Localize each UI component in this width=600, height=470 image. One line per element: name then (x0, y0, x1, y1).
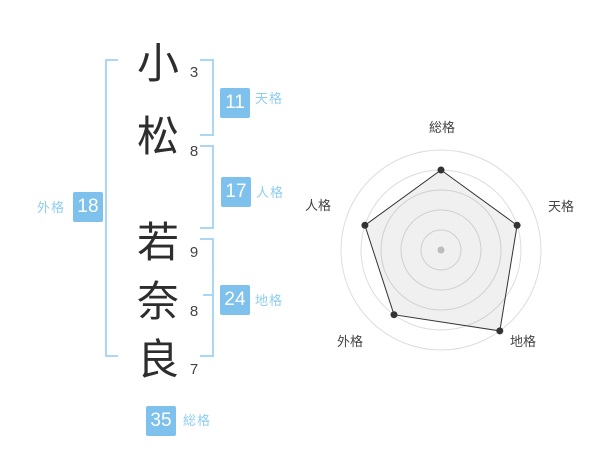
name-char-5: 良 (136, 336, 179, 383)
chikaku-value-badge: 24 (220, 285, 250, 315)
jinkaku-label: 人格 (256, 185, 285, 200)
name-char-2: 松 (136, 113, 179, 160)
radar-polygon (364, 169, 518, 332)
radar-axis-label-soukaku: 総格 (429, 120, 455, 135)
tenkaku-value-badge: 11 (220, 88, 250, 118)
radar-data-point (513, 221, 521, 229)
soukaku-value-badge: 35 (146, 406, 176, 436)
radar-axis-label-tenkaku: 天格 (548, 199, 574, 214)
radar-data-point (390, 311, 398, 319)
jinkaku-value-badge: 17 (221, 177, 251, 207)
radar-center-dot (437, 246, 445, 254)
radar-grid-ring (380, 189, 502, 311)
gaikaku-label: 外格 (37, 200, 66, 215)
radar-grid-ring (420, 229, 462, 271)
name-char-1: 小 (136, 40, 179, 87)
radar-axis-label-gaikaku: 外格 (337, 334, 363, 349)
radar-grid-ring (340, 149, 542, 351)
radar-dots (361, 166, 521, 335)
radar-data-point (496, 327, 504, 335)
radar-data-point (361, 221, 369, 229)
stroke-count-2: 8 (189, 143, 199, 160)
gaikaku-value-badge: 18 (73, 192, 103, 222)
name-char-4: 奈 (136, 278, 179, 325)
stroke-count-4: 8 (189, 303, 199, 320)
radar-axis-label-jinkaku: 人格 (305, 198, 331, 213)
radar-grid-rings (340, 149, 542, 351)
stroke-count-1: 3 (189, 64, 199, 81)
radar-chart: 総格 天格 地格 外格 人格 (305, 120, 574, 351)
radar-data-point (437, 166, 445, 174)
tenkaku-label: 天格 (255, 91, 284, 106)
name-char-3: 若 (136, 219, 179, 266)
stroke-count-5: 7 (189, 361, 199, 378)
chikaku-label: 地格 (255, 293, 284, 308)
soukaku-label: 総格 (183, 413, 212, 428)
stroke-count-3: 9 (189, 244, 199, 261)
radar-grid-ring (400, 209, 482, 291)
radar-axis-label-chikaku: 地格 (510, 334, 536, 349)
